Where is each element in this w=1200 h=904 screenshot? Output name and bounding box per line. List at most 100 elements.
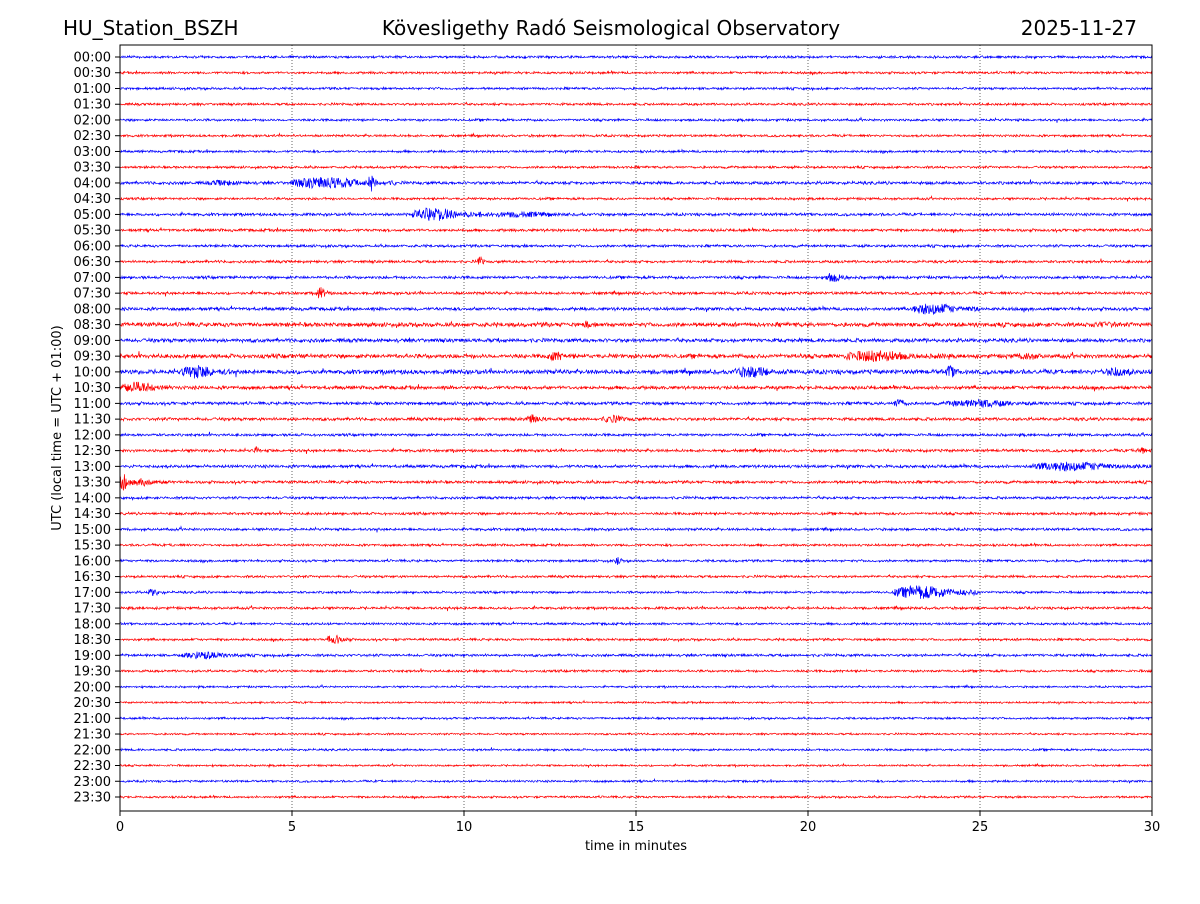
- y-tick-label: 06:00: [74, 239, 111, 254]
- trace-2230: [119, 762, 1153, 769]
- y-tick-label: 22:00: [74, 743, 111, 758]
- trace-1700: [119, 584, 1153, 599]
- y-tick-label: 07:00: [74, 271, 111, 286]
- trace-1500: [119, 525, 1153, 533]
- trace-1900: [119, 651, 1153, 660]
- y-tick-label: 04:30: [74, 192, 111, 207]
- y-tick-label: 10:00: [74, 365, 111, 380]
- trace-0830: [119, 320, 1153, 329]
- chart-title: Kövesligethy Radó Seismological Observat…: [382, 16, 840, 40]
- x-tick-label: 20: [800, 820, 817, 835]
- trace-0030: [119, 69, 1153, 76]
- y-tick-label: 16:00: [74, 554, 111, 569]
- y-tick-label: 08:30: [74, 318, 111, 333]
- trace-0700: [119, 273, 1153, 282]
- y-tick-label: 00:30: [74, 66, 111, 81]
- y-tick-label: 05:30: [74, 224, 111, 239]
- y-tick-label: 22:30: [74, 759, 111, 774]
- y-tick-label: 19:00: [74, 649, 111, 664]
- y-tick-label: 12:30: [74, 444, 111, 459]
- trace-1530: [119, 542, 1153, 548]
- y-tick-label: 23:00: [74, 775, 111, 790]
- y-tick-label: 23:30: [74, 791, 111, 806]
- y-tick-label: 19:30: [74, 665, 111, 680]
- y-tick-label: 01:30: [74, 98, 111, 113]
- trace-1630: [119, 573, 1153, 580]
- x-tick-label: 25: [972, 820, 989, 835]
- trace-1730: [119, 604, 1153, 612]
- y-tick-label: 09:00: [74, 334, 111, 349]
- y-tick-label: 04:00: [74, 176, 111, 191]
- trace-1030: [119, 381, 1153, 393]
- y-tick-label: 15:00: [74, 523, 111, 538]
- date-title: 2025-11-27: [1021, 16, 1137, 40]
- trace-1330: [119, 474, 1153, 491]
- trace-1300: [119, 461, 1153, 472]
- x-tick-label: 15: [628, 820, 645, 835]
- trace-0500: [119, 207, 1152, 221]
- y-tick-label: 16:30: [74, 570, 111, 585]
- y-tick-label: 12:00: [74, 428, 111, 443]
- y-tick-label: 13:00: [74, 460, 111, 475]
- y-tick-label: 20:30: [74, 696, 111, 711]
- trace-0300: [119, 148, 1153, 155]
- trace-1830: [120, 634, 1153, 644]
- y-tick-label: 17:00: [74, 586, 111, 601]
- y-tick-label: 03:00: [74, 145, 111, 160]
- y-tick-label: 09:30: [74, 350, 111, 365]
- x-tick-label: 10: [456, 820, 473, 835]
- y-tick-label: 21:00: [74, 712, 111, 727]
- y-tick-label: 00:00: [74, 51, 111, 66]
- trace-2100: [119, 715, 1152, 721]
- y-tick-label: 02:00: [74, 113, 111, 128]
- trace-1800: [119, 620, 1153, 627]
- trace-1130: [119, 414, 1153, 424]
- y-tick-label: 18:30: [74, 633, 111, 648]
- trace-1000: [119, 364, 1153, 379]
- trace-0130: [119, 101, 1153, 107]
- traces: [119, 54, 1153, 800]
- trace-0930: [119, 350, 1153, 362]
- y-tick-label: 14:30: [74, 507, 111, 522]
- y-tick-label: 03:30: [74, 161, 111, 176]
- trace-0800: [119, 303, 1153, 315]
- trace-1930: [119, 668, 1153, 674]
- station-title: HU_Station_BSZH: [63, 16, 239, 40]
- x-tick-label: 0: [116, 820, 124, 835]
- y-tick-label: 11:00: [74, 397, 111, 412]
- trace-2030: [119, 699, 1153, 706]
- trace-1600: [119, 557, 1153, 565]
- y-tick-label: 17:30: [74, 602, 111, 617]
- x-tick-label: 30: [1144, 820, 1161, 835]
- trace-0100: [119, 85, 1153, 92]
- trace-0230: [119, 132, 1153, 139]
- trace-1200: [119, 431, 1153, 438]
- trace-0730: [119, 287, 1153, 299]
- trace-0330: [119, 164, 1153, 171]
- trace-0630: [119, 256, 1153, 265]
- trace-0900: [119, 336, 1153, 344]
- trace-2200: [119, 747, 1153, 753]
- y-tick-label: 11:30: [74, 413, 111, 428]
- trace-0000: [119, 54, 1153, 60]
- y-tick-label: 20:00: [74, 680, 111, 695]
- grid-lines: [291, 45, 981, 811]
- y-axis: 00:0000:3001:0001:3002:0002:3003:0003:30…: [74, 51, 120, 806]
- trace-0200: [119, 116, 1153, 123]
- y-tick-label: 08:00: [74, 302, 111, 317]
- trace-1230: [119, 446, 1153, 455]
- trace-0530: [119, 226, 1153, 234]
- trace-0400: [119, 175, 1153, 192]
- trace-1400: [119, 494, 1153, 501]
- y-tick-label: 18:00: [74, 617, 111, 632]
- y-tick-label: 10:30: [74, 381, 111, 396]
- trace-2000: [119, 683, 1153, 690]
- trace-0600: [119, 243, 1153, 250]
- x-tick-label: 5: [288, 820, 296, 835]
- trace-2130: [119, 731, 1153, 737]
- trace-0430: [119, 195, 1153, 202]
- x-axis: 0 5 10 15 20 25 30: [116, 811, 1160, 835]
- trace-1430: [119, 510, 1153, 517]
- y-tick-label: 07:30: [74, 287, 111, 302]
